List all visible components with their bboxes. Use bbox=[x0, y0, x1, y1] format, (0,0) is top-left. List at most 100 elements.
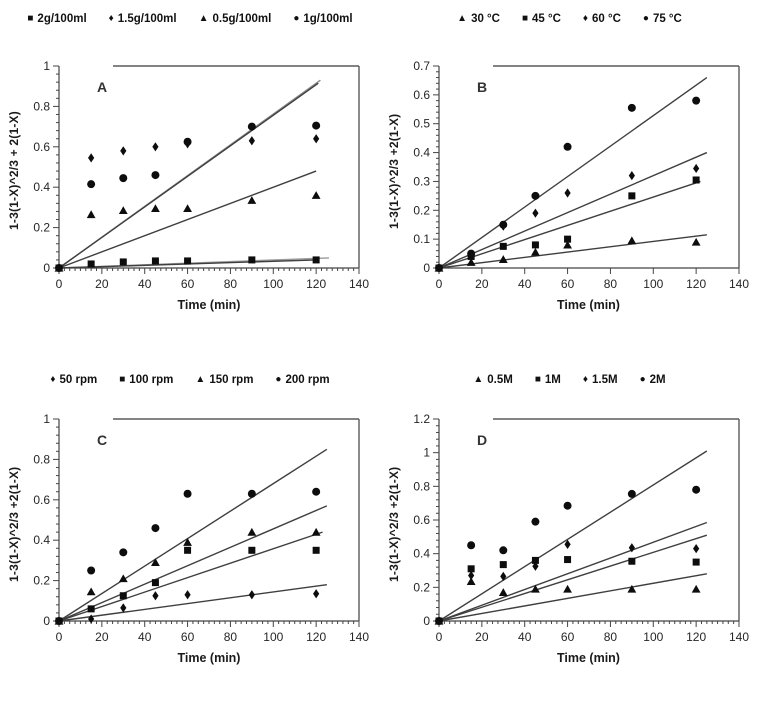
panel-a: ■ 2g/100ml ♦ 1.5g/100ml ▲ 0.5g/100ml ● 1g/100ml… bbox=[0, 0, 380, 355]
legend-label: 50 rpm bbox=[59, 374, 98, 386]
data-point-triangle bbox=[530, 584, 540, 593]
data-point-circle bbox=[627, 489, 636, 498]
data-point-circle bbox=[563, 501, 572, 510]
data-point-diamond bbox=[248, 136, 255, 146]
legend-marker-diamond-icon: ♦ bbox=[108, 13, 114, 24]
trend-line bbox=[438, 573, 707, 622]
data-point-square bbox=[87, 605, 95, 613]
legend-marker-circle-icon: ● bbox=[639, 374, 646, 385]
data-point-circle bbox=[466, 541, 475, 550]
legend-label: 0.5M bbox=[487, 374, 513, 386]
legend-item: ♦ 1.5M bbox=[583, 374, 618, 386]
y-axis-label-d: 1-3(1-X)^2/3 +2(1-X) bbox=[386, 466, 401, 582]
x-tick-label: 60 bbox=[181, 277, 195, 291]
axes bbox=[437, 65, 740, 269]
y-tick-label: 1 bbox=[43, 412, 50, 426]
legend-label: 150 rpm bbox=[209, 374, 254, 386]
data-point-square bbox=[184, 257, 192, 265]
data-point-triangle bbox=[247, 196, 257, 204]
data-point-diamond bbox=[248, 590, 255, 600]
x-tick-label: 0 bbox=[435, 630, 442, 644]
x-tick-label: 80 bbox=[224, 630, 238, 644]
data-point-diamond bbox=[152, 142, 159, 152]
legend-label: 60 °C bbox=[592, 13, 621, 25]
data-point-circle bbox=[498, 546, 507, 555]
chart-row-b: 1-3(1-X)^2/3 +2(1-X) 0 0.1 0.2 0.3 0.4 0.5 0.6… bbox=[385, 46, 755, 296]
y-tick-label: 0.4 bbox=[33, 180, 50, 194]
series-diamond bbox=[55, 134, 320, 273]
series-triangle bbox=[434, 577, 701, 625]
legend-item: ● 200 rpm bbox=[275, 374, 329, 386]
x-axis-label-d: Time (min) bbox=[557, 651, 620, 665]
trend-line bbox=[438, 450, 707, 622]
data-point-diamond bbox=[467, 570, 474, 581]
data-point-triangle bbox=[691, 584, 701, 593]
y-tick-label: 1 bbox=[423, 446, 430, 460]
chart-row-a: 1-3(1-X)^2/3 + 2(1-X) 0 0.2 0.4 0.6 0.8 1 0 20 4… bbox=[5, 46, 375, 296]
legend-item: ● 75 °C bbox=[643, 13, 682, 25]
data-point-triangle bbox=[311, 191, 321, 199]
trend-line bbox=[58, 170, 317, 269]
data-point-triangle bbox=[562, 240, 572, 249]
legend-marker-triangle-icon: ▲ bbox=[457, 13, 468, 24]
data-point-triangle bbox=[562, 584, 572, 593]
y-tick-label: 0.6 bbox=[413, 513, 430, 527]
x-tick-label: 0 bbox=[56, 630, 63, 644]
data-point-triangle bbox=[183, 204, 192, 213]
y-tick-label: 1.2 bbox=[413, 412, 430, 426]
legend-marker-square-icon: ■ bbox=[521, 13, 528, 24]
data-point-square bbox=[184, 546, 192, 554]
x-tick-label: 80 bbox=[603, 277, 617, 291]
legend-item: ♦ 1.5g/100ml bbox=[109, 13, 177, 25]
y-tick-label: 0.8 bbox=[413, 479, 430, 493]
x-tick-label: 120 bbox=[686, 277, 706, 291]
y-tick-label: 0.6 bbox=[33, 140, 50, 154]
y-tick-label: 0.2 bbox=[413, 203, 430, 217]
y-tick-label: 0.5 bbox=[413, 117, 430, 131]
data-point-circle bbox=[119, 548, 128, 557]
chart-b: 0 0.1 0.2 0.3 0.4 0.5 0.6 0.7 0 20 40 60 80 100 120 140… bbox=[413, 59, 749, 291]
data-point-square bbox=[119, 592, 127, 600]
y-tick-label: 0.3 bbox=[413, 174, 430, 188]
data-point-diamond bbox=[313, 134, 320, 144]
data-point-square bbox=[499, 561, 507, 569]
trend-line bbox=[438, 76, 707, 269]
y-tick-label: 0.8 bbox=[33, 452, 50, 466]
data-point-circle bbox=[530, 517, 539, 526]
y-tick-label: 0 bbox=[423, 261, 430, 275]
trend-line bbox=[58, 505, 328, 622]
legend-marker-square-icon: ■ bbox=[119, 374, 126, 385]
x-tick-label: 100 bbox=[263, 630, 283, 644]
data-point-diamond bbox=[313, 589, 320, 599]
data-point-square bbox=[119, 258, 127, 266]
trend-lines bbox=[58, 79, 330, 269]
legend-marker-triangle-icon: ▲ bbox=[198, 13, 209, 24]
trend-line bbox=[58, 82, 319, 269]
tick-labels: 0 0.2 0.4 0.6 0.8 1 0 20 40 60 80 100 120 140 bbox=[33, 412, 369, 644]
data-point-circle bbox=[151, 171, 160, 180]
data-point-circle bbox=[55, 617, 63, 625]
legend-panel-a: ■ 2g/100ml ♦ 1.5g/100ml ▲ 0.5g/100ml ● 1g/100ml bbox=[27, 10, 352, 28]
data-point-triangle bbox=[311, 527, 321, 536]
data-point-square bbox=[563, 556, 571, 564]
data-point-square bbox=[627, 557, 635, 565]
data-point-diamond bbox=[152, 591, 159, 601]
legend-label: 75 °C bbox=[652, 13, 682, 25]
chart-row-d: 1-3(1-X)^2/3 +2(1-X) 0 0.2 0.4 0.6 0.8 1 1.2 0 2… bbox=[385, 399, 755, 649]
data-point-triangle bbox=[118, 206, 128, 215]
y-tick-label: 0.4 bbox=[413, 146, 430, 160]
legend-item: ● 1g/100ml bbox=[293, 13, 352, 25]
data-point-circle bbox=[87, 180, 96, 189]
legend-label: 1M bbox=[544, 374, 561, 386]
data-point-circle bbox=[151, 524, 160, 533]
legend-label: 2M bbox=[649, 374, 666, 386]
series-square bbox=[55, 546, 320, 625]
x-tick-label: 60 bbox=[560, 277, 574, 291]
data-point-circle bbox=[312, 487, 321, 496]
x-tick-label: 0 bbox=[56, 277, 63, 291]
data-point-circle bbox=[55, 264, 63, 272]
series-diamond bbox=[55, 589, 320, 626]
data-point-triangle bbox=[466, 577, 476, 586]
y-tick-label: 0.4 bbox=[33, 533, 50, 547]
x-tick-label: 20 bbox=[475, 277, 489, 291]
